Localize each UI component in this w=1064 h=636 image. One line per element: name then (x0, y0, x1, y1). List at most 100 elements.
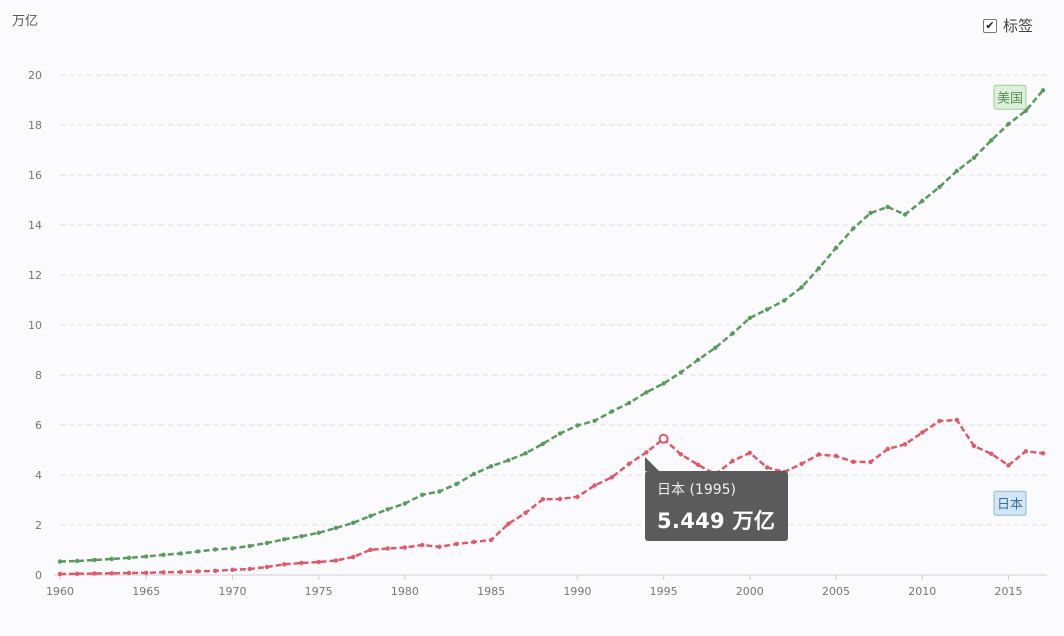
data-point (678, 370, 683, 375)
data-point (989, 451, 994, 456)
data-point (402, 501, 408, 506)
data-point (247, 543, 252, 549)
data-point (316, 559, 321, 565)
data-point (299, 534, 304, 539)
data-point (799, 285, 804, 290)
data-point (747, 450, 752, 455)
data-point (178, 551, 183, 556)
data-point (471, 539, 477, 545)
data-point (695, 357, 701, 362)
data-point (730, 458, 735, 464)
data-point (488, 464, 494, 469)
data-point (195, 569, 201, 574)
x-tick-label: 1980 (391, 585, 419, 598)
data-point (885, 446, 890, 452)
data-point (178, 569, 183, 575)
data-point (937, 184, 942, 190)
data-point (764, 307, 770, 312)
data-point (454, 541, 459, 547)
data-point (506, 458, 511, 463)
data-point (402, 545, 408, 550)
data-point (557, 496, 563, 502)
y-tick-label: 4 (35, 469, 42, 482)
data-point (144, 570, 149, 575)
data-point (609, 409, 615, 414)
data-point (316, 530, 321, 535)
data-point (989, 138, 994, 143)
data-point (851, 459, 856, 464)
data-point (92, 557, 97, 563)
labels-checkbox[interactable]: ✔ (983, 18, 997, 33)
data-point (713, 345, 718, 350)
data-point (540, 441, 546, 446)
labels-toggle[interactable]: ✔ 标签 (983, 15, 1033, 36)
data-point (971, 155, 977, 160)
x-tick-label: 1965 (132, 585, 160, 598)
data-point (851, 226, 856, 231)
data-point (368, 547, 373, 552)
data-point (868, 210, 873, 216)
data-point (213, 568, 218, 573)
data-point (126, 570, 132, 576)
data-point (506, 521, 511, 526)
data-point (351, 520, 356, 525)
data-point (57, 571, 63, 577)
data-point (954, 168, 959, 174)
data-point (782, 298, 787, 303)
data-point (368, 513, 373, 519)
data-point (282, 537, 287, 542)
data-point (575, 423, 580, 428)
data-point (471, 471, 477, 477)
y-tick-label: 2 (35, 519, 42, 532)
data-point (213, 547, 218, 552)
y-tick-label: 18 (28, 119, 42, 132)
data-point (488, 537, 494, 543)
y-tick-label: 16 (28, 169, 42, 182)
data-point (126, 555, 132, 560)
data-point (1023, 108, 1028, 114)
data-point (557, 431, 563, 436)
data-point (523, 451, 528, 456)
data-point (747, 315, 752, 321)
y-tick-label: 20 (28, 69, 42, 82)
data-point (1023, 449, 1028, 454)
x-tick-label: 1995 (650, 585, 678, 598)
labels-toggle-label: 标签 (1003, 17, 1034, 35)
data-point (195, 549, 201, 554)
data-point (575, 494, 580, 499)
data-point (920, 430, 925, 435)
data-point (247, 566, 252, 572)
series-end-label (993, 490, 1027, 516)
y-tick-label: 10 (28, 319, 42, 332)
data-point (609, 475, 615, 480)
x-tick-label: 1990 (563, 585, 591, 598)
data-point (75, 558, 80, 564)
data-point (437, 489, 442, 494)
data-point (644, 450, 649, 455)
data-point (937, 418, 942, 424)
data-point (1006, 463, 1011, 468)
y-tick-label: 12 (28, 269, 42, 282)
y-axis-unit: 万亿 (12, 14, 39, 29)
data-point (385, 546, 390, 551)
data-point (626, 461, 632, 466)
x-tick-label: 2010 (908, 585, 936, 598)
data-point (351, 554, 356, 560)
data-point (592, 483, 597, 488)
x-tick-label: 1975 (305, 585, 333, 598)
data-point (282, 562, 287, 567)
data-point (333, 525, 339, 531)
data-point (644, 390, 649, 395)
tooltip-title: 日本 (1995) (657, 482, 737, 498)
data-point (299, 560, 304, 566)
series-end-label (993, 84, 1027, 110)
x-tick-label: 1970 (218, 585, 246, 598)
data-point (868, 459, 873, 465)
data-point (264, 540, 270, 546)
data-point (230, 546, 235, 551)
data-point (816, 452, 821, 457)
y-tick-label: 6 (35, 419, 42, 432)
data-point (264, 564, 270, 570)
data-point (764, 465, 770, 470)
data-point (385, 507, 390, 512)
